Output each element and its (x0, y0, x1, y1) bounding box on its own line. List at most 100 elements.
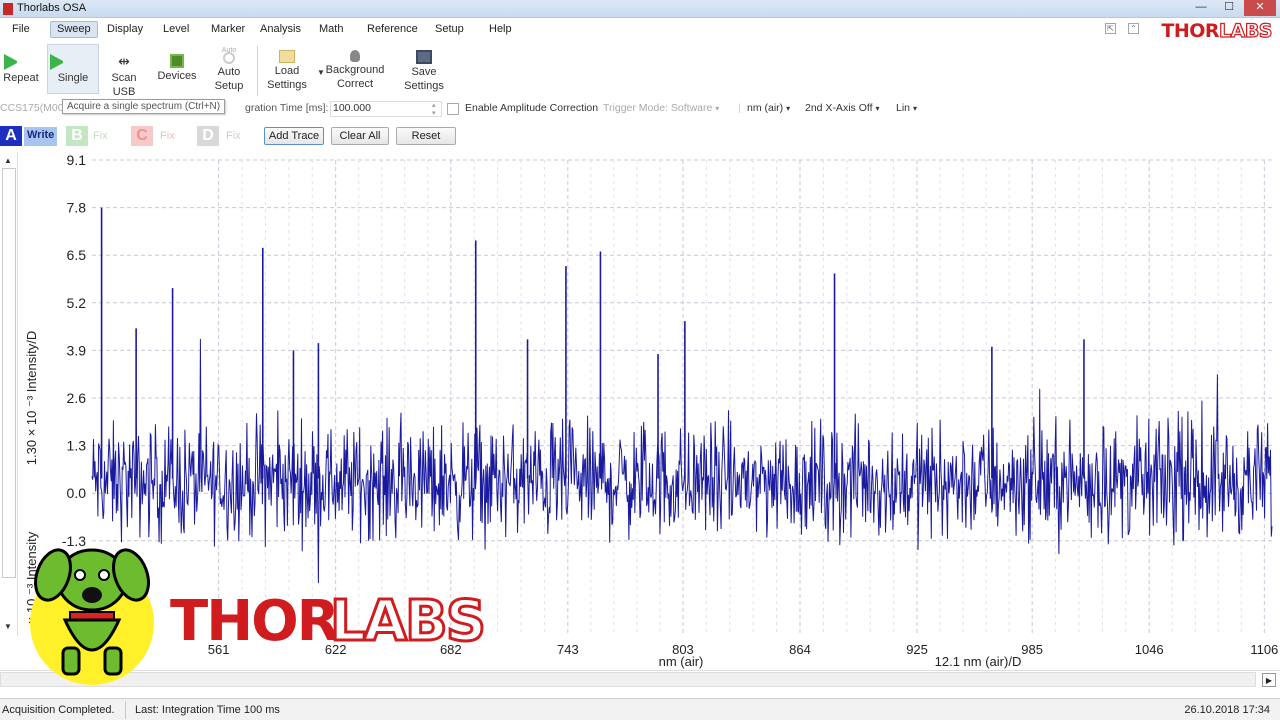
scan-usb-button[interactable]: ⇹ Scan USB (100, 44, 148, 99)
trace-a-badge[interactable]: A (0, 126, 22, 146)
x-tick-label: 743 (557, 642, 579, 657)
y-tick-label: -1.3 (62, 533, 86, 549)
scale-dropdown[interactable]: Lin ▾ (896, 102, 917, 114)
scale-label: Lin (896, 102, 911, 114)
amplitude-correction-checkbox[interactable] (447, 103, 459, 115)
float-window-icon[interactable]: ⇱ (1105, 23, 1116, 34)
scroll-up-icon[interactable]: ▲ (4, 156, 12, 165)
spectrum-chart[interactable]: 9.1 7.8 6.5 5.2 3.9 2.6 1.3 0.0 -1.3 561 622 682 74… (18, 148, 1280, 670)
scroll-right-icon[interactable]: ▶ (1262, 673, 1276, 687)
second-axis-label: 2nd X-Axis Off (805, 102, 873, 114)
unit-label: nm (air) (747, 102, 784, 114)
menu-sweep[interactable]: Sweep (50, 21, 98, 38)
repeat-button[interactable]: Repeat (2, 44, 40, 85)
single-label: Single (57, 72, 89, 84)
single-tooltip: Acquire a single spectrum (Ctrl+N) (62, 99, 226, 114)
spectrum-trace (91, 207, 1273, 584)
status-left: Acquisition Completed. (2, 704, 115, 716)
trace-a-mode[interactable]: Write (24, 127, 58, 146)
x-axis-label: nm (air) (659, 654, 704, 669)
menu-analysis[interactable]: Analysis (260, 23, 301, 35)
y-axis-label: × 10 ⁻³ Intensity (24, 531, 39, 624)
close-button[interactable]: ✕ (1244, 0, 1276, 16)
chart-grid (92, 159, 1272, 636)
x-tick-label: 864 (789, 642, 811, 657)
x-tick-label: 561 (208, 642, 230, 657)
title-bar: Thorlabs OSA — ☐ ✕ (0, 0, 1280, 18)
play-icon (4, 54, 20, 70)
bg-label-2: Correct (336, 78, 374, 90)
scroll-track[interactable] (0, 672, 1256, 687)
collapse-ribbon-icon[interactable]: ⌃ (1128, 23, 1139, 34)
trace-row: A Write B Fix C Fix D Fix Add Trace Clea… (0, 126, 470, 148)
trace-c-badge[interactable]: C (131, 126, 153, 146)
trace-d-mode[interactable]: Fix (226, 130, 241, 142)
unit-dropdown[interactable]: nm (air) ▾ (747, 102, 791, 114)
single-button[interactable]: Single (47, 44, 99, 94)
y-tick-label: 1.3 (67, 438, 87, 454)
horizontal-scrollbar[interactable]: ▶ (0, 670, 1280, 688)
scroll-thumb[interactable] (2, 168, 16, 578)
x-tick-label: 1106 (1250, 642, 1278, 657)
noise-trace-line (91, 338, 1273, 584)
minimize-button[interactable]: — (1195, 1, 1207, 13)
devices-button[interactable]: Devices (155, 44, 199, 83)
background-correct-button[interactable]: ▼ Background Correct (316, 44, 394, 91)
y-axis-div-label: 1.30 × 10 ⁻³ Intensity/D (24, 331, 39, 465)
spinner-icon[interactable]: ▴ ▾ (432, 102, 436, 117)
trace-b-badge[interactable]: B (66, 126, 88, 146)
app-icon (3, 3, 13, 15)
y-tick-label: 2.6 (67, 390, 87, 406)
x-axis-div-label: 12.1 nm (air)/D (935, 654, 1022, 669)
trace-b-mode[interactable]: Fix (93, 130, 108, 142)
single-play-icon (50, 54, 66, 70)
y-tick-label: 9.1 (67, 152, 87, 168)
scan-usb-label: Scan USB (111, 72, 137, 98)
scroll-down-icon[interactable]: ▼ (4, 622, 12, 631)
trigger-mode-dropdown[interactable]: Trigger Mode: Software ▾ (603, 102, 720, 114)
x-tick-label: 622 (325, 642, 347, 657)
menu-marker[interactable]: Marker (211, 23, 246, 35)
x-tick-label: 925 (906, 642, 928, 657)
auto-setup-label-1: Auto (217, 66, 241, 78)
x-tick-labels: 561 622 682 743 803 864 925 985 1046 1106 (208, 642, 1279, 657)
reset-button[interactable]: Reset (396, 127, 456, 145)
trigger-mode-label: Trigger Mode: Software (603, 102, 713, 114)
y-tick-label: 6.5 (67, 247, 87, 263)
bulb-icon (350, 50, 360, 62)
trace-c-mode[interactable]: Fix (160, 130, 175, 142)
vertical-scrollbar[interactable]: ▲ ▼ (0, 152, 18, 636)
menu-level[interactable]: Level (163, 23, 190, 35)
menu-setup[interactable]: Setup (435, 23, 464, 35)
integration-time-input[interactable]: 100.000 (330, 101, 442, 117)
maximize-button[interactable]: ☐ (1224, 1, 1234, 13)
menu-file[interactable]: File (12, 23, 30, 35)
load-label-2: Settings (267, 79, 307, 91)
auto-setup-button[interactable]: Auto Auto Setup (208, 44, 250, 93)
auto-setup-label-2: Setup (214, 80, 244, 92)
menu-help[interactable]: Help (489, 23, 512, 35)
x-tick-label: 682 (440, 642, 462, 657)
auto-small-label: Auto (221, 47, 237, 54)
usb-icon: ⇹ (118, 53, 130, 69)
menu-reference[interactable]: Reference (367, 23, 418, 35)
toolbar-separator (257, 46, 258, 96)
folder-icon (279, 50, 295, 63)
repeat-label: Repeat (3, 72, 39, 84)
menu-display[interactable]: Display (107, 23, 144, 35)
y-tick-label: 0.0 (67, 485, 87, 501)
clear-all-button[interactable]: Clear All (331, 127, 389, 145)
add-trace-button[interactable]: Add Trace (264, 127, 324, 145)
devices-label: Devices (157, 70, 197, 82)
amplitude-correction-label: Enable Amplitude Correction (465, 102, 599, 114)
load-label-1: Load (274, 65, 300, 77)
load-settings-button[interactable]: Load Settings (264, 44, 310, 92)
settings-separator: | (738, 102, 741, 114)
trace-d-badge[interactable]: D (197, 126, 219, 146)
save-icon (416, 50, 432, 64)
second-axis-dropdown[interactable]: 2nd X-Axis Off ▾ (805, 102, 880, 114)
settings-row: CCS175(M00 gration Time [ms]: 100.000 ▴ ▾… (0, 100, 1280, 118)
save-settings-button[interactable]: Save Settings (401, 44, 447, 93)
status-middle: Last: Integration Time 100 ms (135, 704, 280, 716)
menu-math[interactable]: Math (319, 23, 344, 35)
